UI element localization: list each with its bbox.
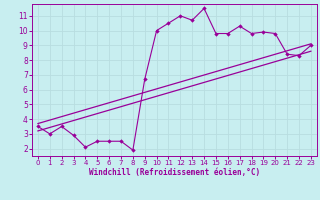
Point <box>47 132 52 135</box>
Point <box>237 25 242 28</box>
Point <box>261 30 266 34</box>
Point <box>166 22 171 25</box>
Point <box>213 32 219 35</box>
Point <box>95 140 100 143</box>
Point <box>296 54 301 57</box>
Point <box>71 134 76 137</box>
Point <box>225 32 230 35</box>
Point <box>308 44 313 47</box>
Point <box>59 125 64 128</box>
Point <box>249 32 254 35</box>
Point <box>142 78 147 81</box>
Point <box>107 140 112 143</box>
Point <box>36 125 41 128</box>
Point <box>273 32 278 35</box>
Point <box>178 14 183 17</box>
Point <box>83 146 88 149</box>
Point <box>202 7 207 10</box>
Point <box>284 53 290 56</box>
X-axis label: Windchill (Refroidissement éolien,°C): Windchill (Refroidissement éolien,°C) <box>89 168 260 177</box>
Point <box>190 19 195 22</box>
Point <box>130 148 135 152</box>
Point <box>118 140 124 143</box>
Point <box>154 29 159 32</box>
